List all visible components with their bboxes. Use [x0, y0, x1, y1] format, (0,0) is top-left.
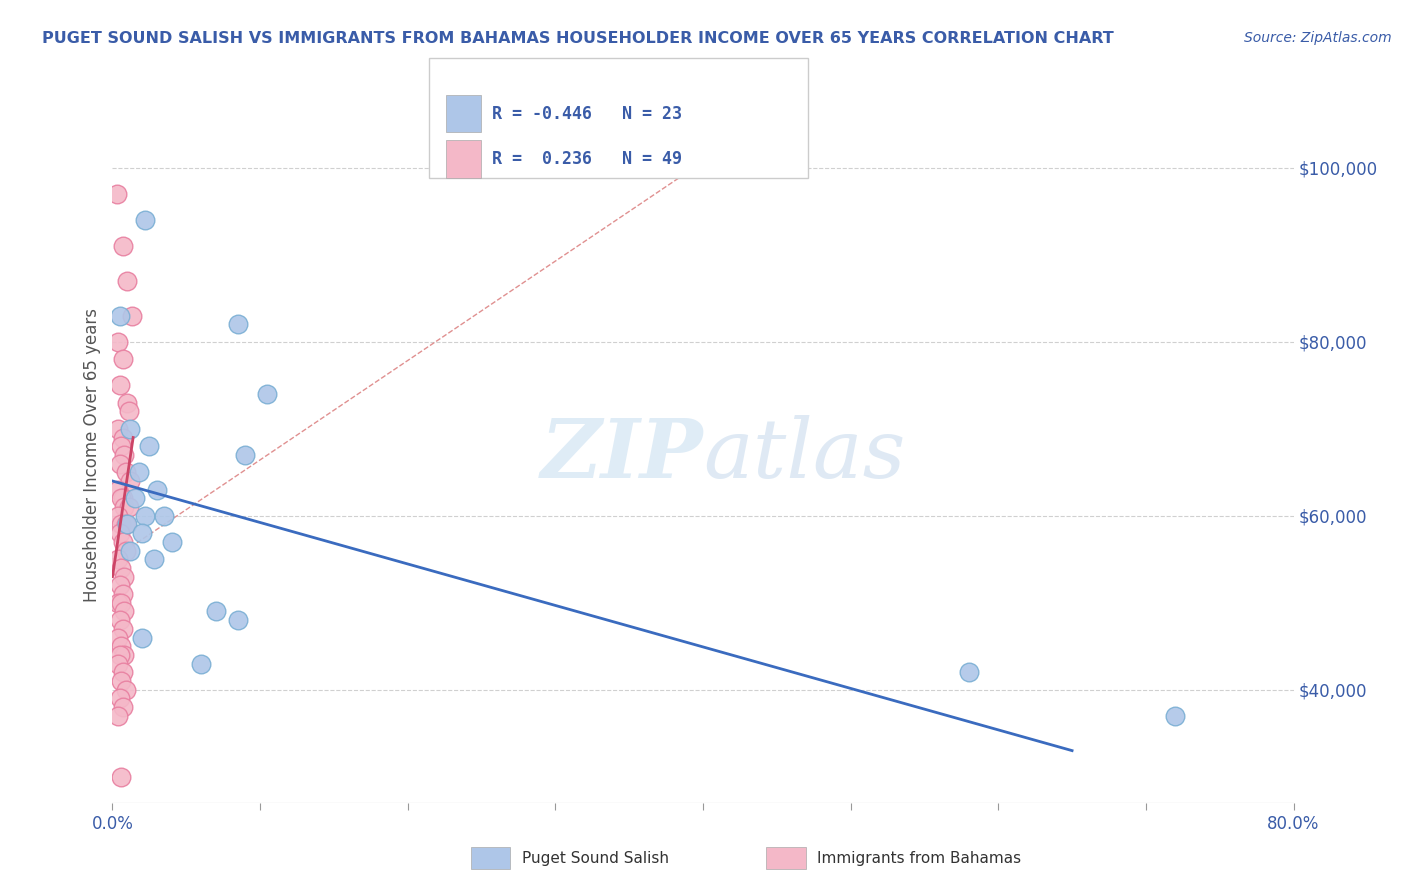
- Point: [110, 439, 132, 453]
- Point: [108, 648, 131, 662]
- Point: [118, 500, 141, 515]
- Point: [110, 674, 132, 689]
- Point: [226, 318, 249, 332]
- Point: [117, 274, 138, 288]
- Point: [107, 708, 129, 723]
- Point: [112, 648, 135, 662]
- Point: [108, 691, 131, 706]
- Text: R = -0.446   N = 23: R = -0.446 N = 23: [492, 104, 682, 123]
- Point: [117, 396, 138, 410]
- Point: [111, 587, 134, 601]
- Point: [107, 631, 129, 645]
- Point: [111, 431, 134, 445]
- Point: [108, 378, 131, 392]
- Point: [957, 665, 980, 680]
- Point: [1164, 708, 1187, 723]
- Point: [108, 578, 131, 592]
- Point: [110, 491, 132, 506]
- Point: [131, 526, 153, 541]
- Text: Immigrants from Bahamas: Immigrants from Bahamas: [817, 851, 1021, 865]
- Point: [107, 334, 129, 349]
- Point: [110, 561, 132, 575]
- Point: [114, 543, 136, 558]
- Point: [107, 422, 129, 436]
- Point: [108, 457, 131, 471]
- Point: [112, 500, 135, 515]
- Point: [128, 466, 150, 480]
- Point: [111, 535, 134, 549]
- Point: [190, 657, 212, 671]
- Point: [153, 508, 176, 523]
- Point: [131, 631, 153, 645]
- Point: [112, 448, 135, 462]
- Point: [105, 187, 128, 202]
- Point: [107, 508, 129, 523]
- Point: [146, 483, 169, 497]
- Point: [120, 474, 142, 488]
- Point: [111, 622, 134, 636]
- Point: [118, 404, 141, 418]
- Point: [114, 517, 136, 532]
- Point: [110, 639, 132, 653]
- Point: [121, 309, 143, 323]
- Point: [108, 613, 131, 627]
- Point: [134, 213, 156, 227]
- Point: [107, 596, 129, 610]
- Text: Source: ZipAtlas.com: Source: ZipAtlas.com: [1244, 31, 1392, 45]
- Point: [114, 466, 136, 480]
- Point: [108, 309, 131, 323]
- Point: [124, 491, 146, 506]
- Point: [142, 552, 165, 566]
- Text: PUGET SOUND SALISH VS IMMIGRANTS FROM BAHAMAS HOUSEHOLDER INCOME OVER 65 YEARS C: PUGET SOUND SALISH VS IMMIGRANTS FROM BA…: [42, 31, 1114, 46]
- Point: [111, 239, 134, 253]
- Point: [205, 605, 228, 619]
- Y-axis label: Householder Income Over 65 years: Householder Income Over 65 years: [83, 308, 101, 602]
- Point: [107, 552, 129, 566]
- Point: [107, 657, 129, 671]
- Point: [110, 517, 132, 532]
- Point: [120, 543, 142, 558]
- Text: R =  0.236   N = 49: R = 0.236 N = 49: [492, 150, 682, 168]
- Point: [256, 387, 278, 401]
- Text: ZIP: ZIP: [540, 415, 703, 495]
- Point: [112, 605, 135, 619]
- Point: [111, 352, 134, 367]
- Point: [110, 770, 132, 784]
- Point: [111, 700, 134, 714]
- Point: [233, 448, 256, 462]
- Text: Puget Sound Salish: Puget Sound Salish: [522, 851, 669, 865]
- Point: [110, 596, 132, 610]
- Point: [134, 508, 156, 523]
- Point: [114, 682, 136, 697]
- Text: atlas: atlas: [703, 415, 905, 495]
- Point: [111, 491, 134, 506]
- Point: [138, 439, 160, 453]
- Point: [111, 665, 134, 680]
- Point: [107, 483, 129, 497]
- Point: [117, 517, 138, 532]
- Point: [112, 570, 135, 584]
- Point: [120, 422, 142, 436]
- Point: [226, 613, 249, 627]
- Point: [108, 526, 131, 541]
- Point: [160, 535, 183, 549]
